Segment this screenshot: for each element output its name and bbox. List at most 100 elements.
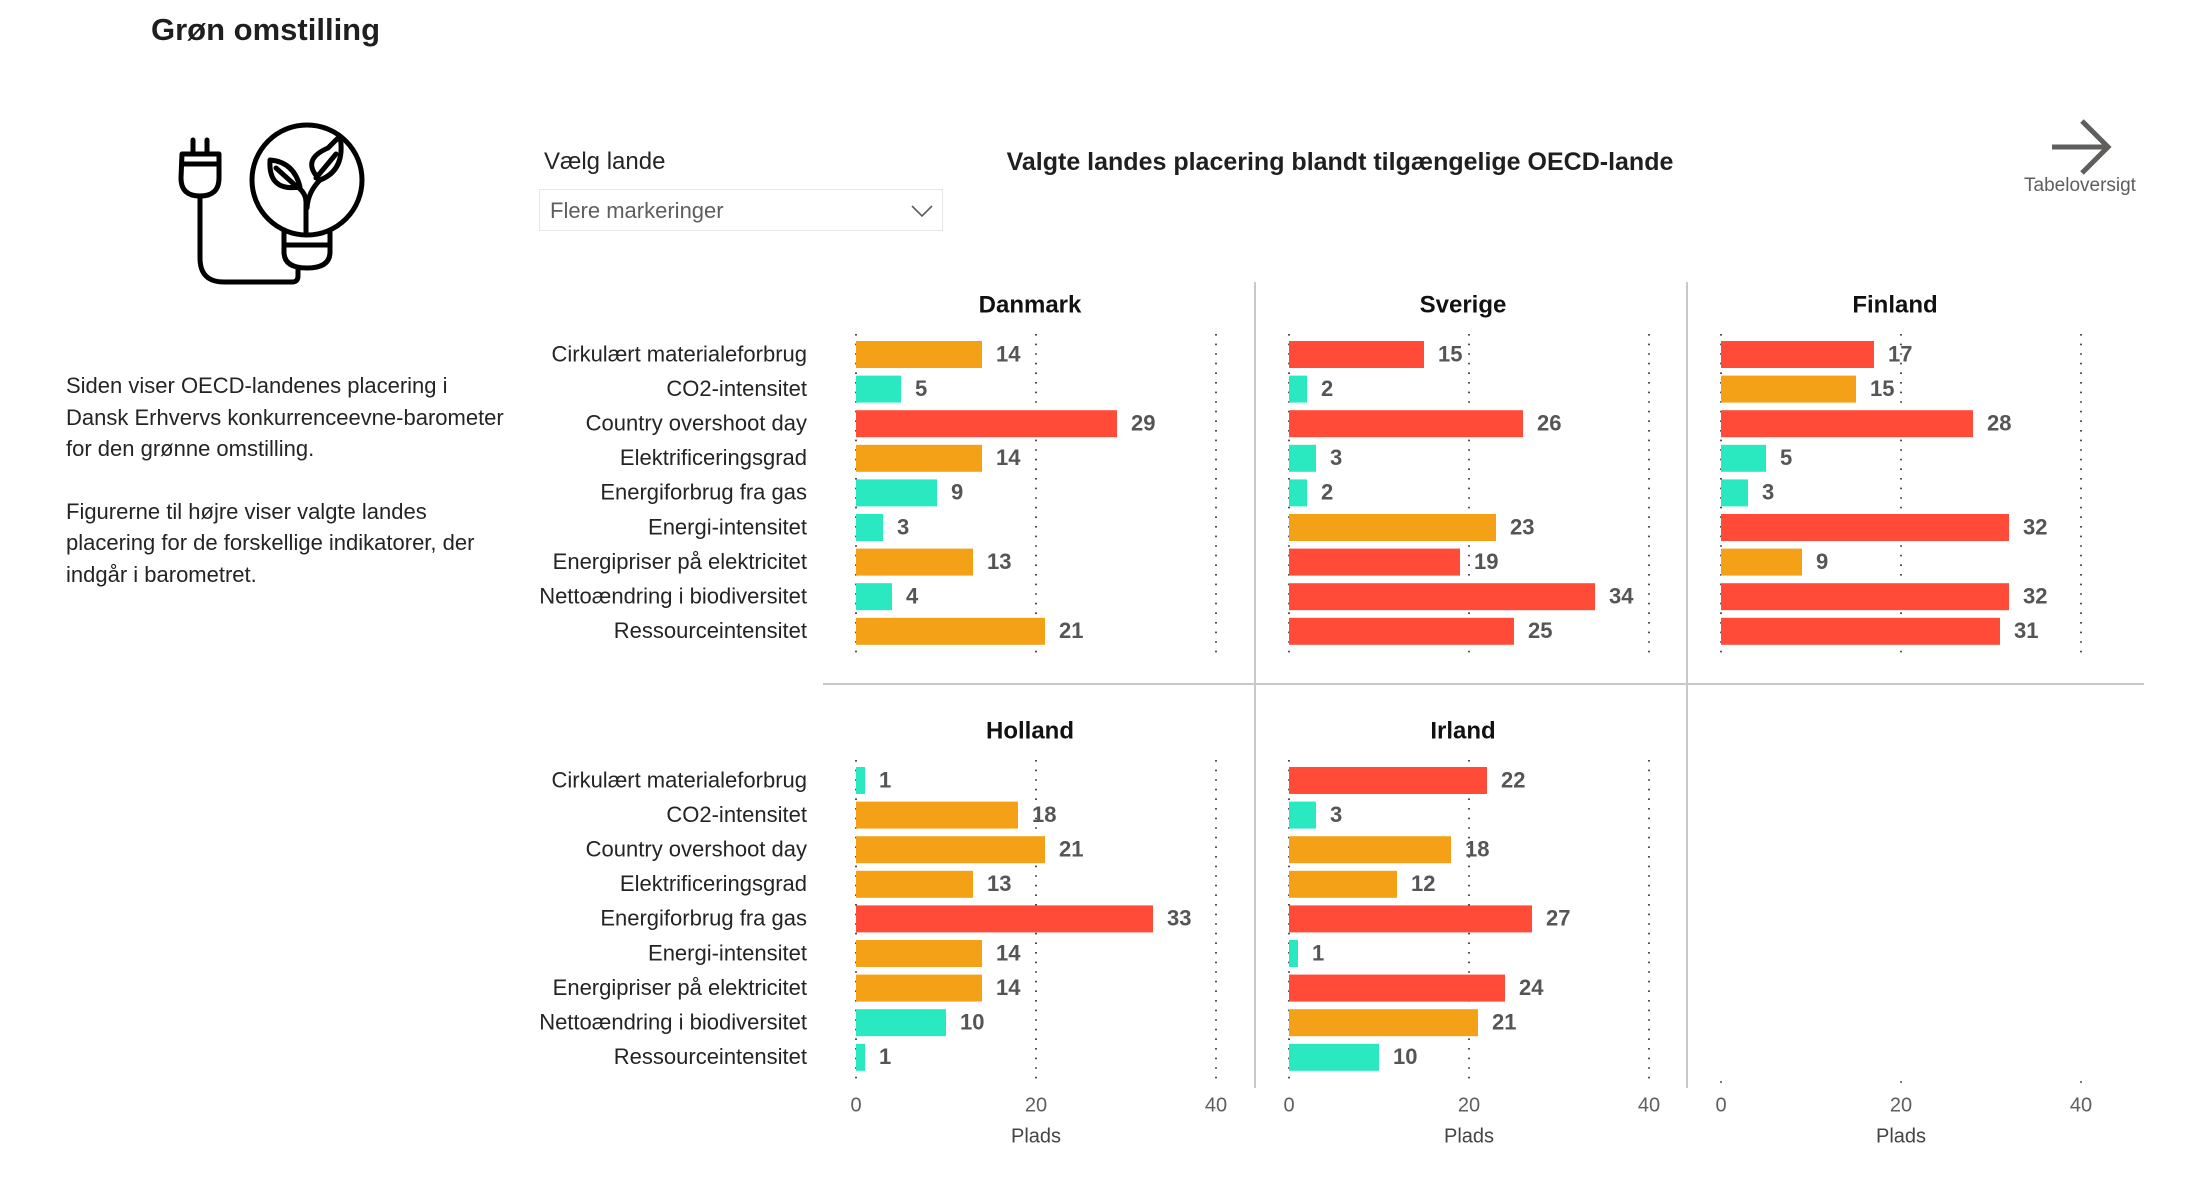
bar-irland (1289, 974, 1505, 1002)
value-label: 29 (1131, 411, 1155, 436)
bar-holland (856, 1009, 946, 1037)
bar-sverige (1289, 375, 1307, 403)
value-label: 1 (879, 767, 891, 792)
value-label: 18 (1465, 837, 1489, 862)
category-label: Country overshoot day (586, 837, 807, 862)
bar-sverige (1289, 479, 1307, 507)
value-label: 5 (915, 376, 927, 401)
bar-finland (1721, 548, 1802, 576)
value-label: 4 (906, 584, 919, 609)
x-tick-label: 20 (1458, 1094, 1480, 1116)
bar-finland (1721, 479, 1748, 507)
bar-sverige (1289, 583, 1595, 611)
bar-sverige (1289, 514, 1496, 541)
bar-holland (856, 974, 982, 1002)
bar-sverige (1289, 617, 1514, 645)
value-label: 21 (1492, 1010, 1516, 1035)
table-overview-button[interactable]: Tabeloversigt (2005, 112, 2155, 202)
value-label: 1 (879, 1044, 891, 1069)
category-label: Country overshoot day (586, 411, 807, 436)
gridline-tick (1900, 1081, 1902, 1083)
value-label: 21 (1059, 618, 1083, 643)
bar-sverige (1289, 341, 1424, 368)
gridline-tick (1720, 1081, 1722, 1083)
value-label: 10 (960, 1010, 984, 1035)
panel-divider-horizontal (823, 683, 2144, 685)
category-label: Cirkulært materialeforbrug (551, 767, 807, 792)
plug-lightbulb-leaf-icon (176, 120, 368, 296)
bar-irland (1289, 1043, 1379, 1071)
category-label: Energipriser på elektricitet (553, 549, 807, 574)
value-label: 14 (996, 975, 1021, 1000)
value-label: 22 (1501, 767, 1525, 792)
panel-title-finland: Finland (1852, 291, 1937, 318)
intro-text: Siden viser OECD-landenes placering i Da… (66, 370, 506, 621)
value-label: 15 (1870, 376, 1894, 401)
panel-divider-vertical (1686, 282, 1688, 1088)
bar-holland (856, 1043, 865, 1071)
bar-danmark (856, 583, 892, 611)
value-label: 24 (1519, 975, 1544, 1000)
bar-finland (1721, 514, 2009, 541)
bar-holland (856, 905, 1153, 933)
value-label: 9 (951, 480, 963, 505)
value-label: 19 (1474, 549, 1498, 574)
category-label: Energi-intensitet (648, 940, 807, 965)
bar-danmark (856, 617, 1045, 645)
gridline-tick (2080, 1081, 2082, 1083)
value-label: 5 (1780, 445, 1792, 470)
page-title: Grøn omstilling (151, 12, 381, 47)
bar-sverige (1289, 444, 1316, 472)
category-label: CO2-intensitet (666, 376, 807, 401)
bar-holland (856, 801, 1018, 829)
value-label: 33 (1167, 906, 1191, 931)
table-overview-label: Tabeloversigt (2024, 175, 2136, 196)
category-label: Energi-intensitet (648, 514, 807, 539)
panel-title-irland: Irland (1430, 717, 1495, 744)
bar-danmark (856, 479, 937, 507)
value-label: 12 (1411, 871, 1435, 896)
value-label: 14 (996, 341, 1021, 366)
value-label: 17 (1888, 341, 1912, 366)
category-label: Ressourceintensitet (614, 618, 807, 643)
value-label: 2 (1321, 480, 1333, 505)
panel-title-sverige: Sverige (1420, 291, 1507, 318)
x-axis-title: Plads (1444, 1125, 1494, 1147)
value-label: 25 (1528, 618, 1552, 643)
category-label: Cirkulært materialeforbrug (551, 341, 807, 366)
value-label: 27 (1546, 906, 1570, 931)
x-axis-title: Plads (1876, 1125, 1926, 1147)
category-label: Energipriser på elektricitet (553, 975, 807, 1000)
x-tick-label: 0 (1715, 1094, 1726, 1116)
bar-finland (1721, 410, 1973, 438)
intro-paragraph: Figurerne til højre viser valgte landes … (66, 498, 475, 587)
bar-finland (1721, 583, 2009, 611)
value-label: 14 (996, 445, 1021, 470)
country-filter-dropdown[interactable]: Flere markeringer (539, 189, 943, 231)
bar-irland (1289, 801, 1316, 829)
value-label: 28 (1987, 411, 2011, 436)
bar-irland (1289, 1009, 1478, 1037)
bar-holland (856, 767, 865, 794)
bar-finland (1721, 375, 1856, 403)
bar-danmark (856, 341, 982, 368)
value-label: 13 (987, 871, 1011, 896)
bar-holland (856, 940, 982, 967)
value-label: 21 (1059, 837, 1083, 862)
bar-holland (856, 870, 973, 898)
bar-danmark (856, 444, 982, 472)
bar-sverige (1289, 548, 1460, 576)
bar-finland (1721, 617, 2000, 645)
bar-irland (1289, 905, 1532, 933)
bar-finland (1721, 341, 1874, 368)
x-tick-label: 0 (1283, 1094, 1294, 1116)
chart-title: Valgte landes placering blandt tilgængel… (1006, 148, 1674, 176)
category-label: Energiforbrug fra gas (600, 480, 807, 505)
bar-sverige (1289, 410, 1523, 438)
value-label: 23 (1510, 514, 1534, 539)
value-label: 15 (1438, 341, 1462, 366)
value-label: 2 (1321, 376, 1333, 401)
x-tick-label: 40 (1205, 1094, 1227, 1116)
value-label: 3 (1762, 480, 1774, 505)
bar-finland (1721, 444, 1766, 472)
